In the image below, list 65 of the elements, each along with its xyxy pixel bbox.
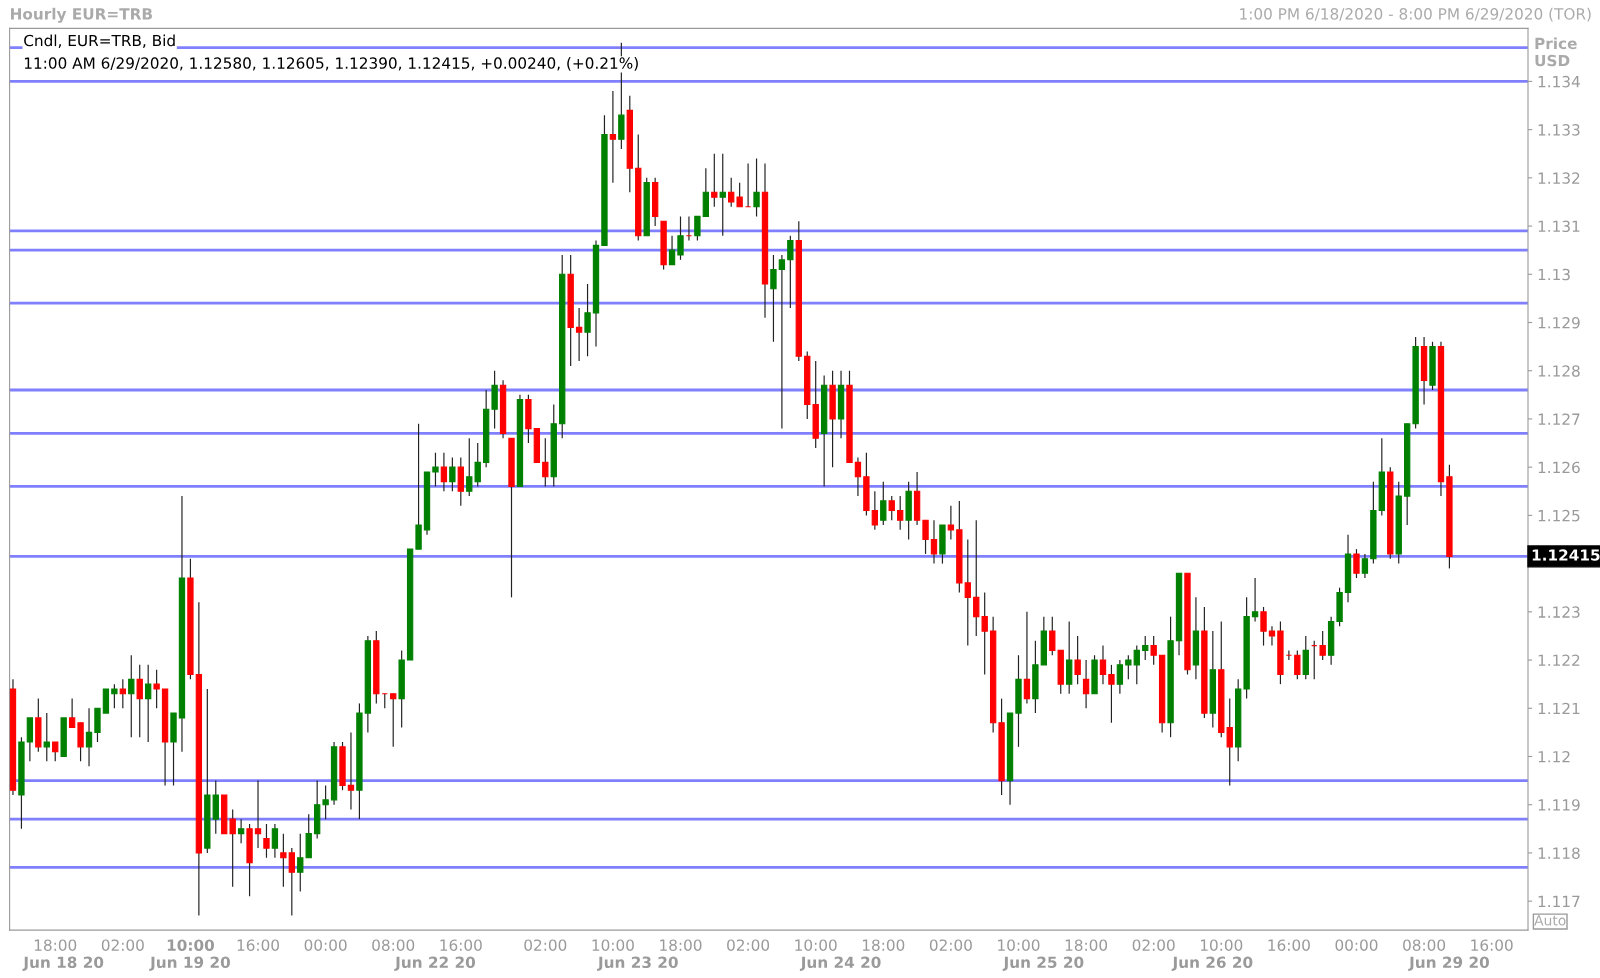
candlestick — [1192, 597, 1200, 680]
x-tick-label: 18:00 — [1065, 939, 1108, 951]
x-tick-label: Jun 26 20 — [1171, 956, 1253, 971]
candlestick — [254, 780, 262, 849]
x-tick-label: 08:00 — [372, 939, 415, 951]
y-tick-label: 1.12 — [1538, 750, 1570, 763]
chart-subtitle: 1:00 PM 6/18/2020 - 8:00 PM 6/29/2020 (TOR) — [1240, 7, 1591, 22]
x-tick-label: 16:00 — [1268, 939, 1310, 951]
y-tick-label: 1.125 — [1538, 509, 1580, 522]
y-tick-label: 1.127 — [1538, 413, 1580, 425]
x-tick-label: 16:00 — [440, 939, 482, 951]
y-tick-label: 1.129 — [1538, 316, 1580, 329]
x-tick-label: 02:00 — [929, 939, 972, 951]
x-tick-label: Jun 23 20 — [597, 956, 678, 971]
x-tick-label: Jun 22 20 — [394, 956, 476, 971]
candlestick — [1268, 626, 1276, 646]
y-tick-label: 1.122 — [1538, 654, 1580, 666]
x-tick-label: 00:00 — [304, 939, 347, 951]
x-tick-label: 16:00 — [1471, 939, 1513, 951]
y-tick-label: 1.121 — [1538, 702, 1580, 715]
x-tick-label: 18:00 — [34, 939, 77, 951]
y-axis-title: Price USD — [1535, 37, 1577, 67]
candlestick — [347, 732, 355, 810]
text: Auto — [1534, 915, 1566, 926]
ref-line-label: 1.12415 — [1532, 549, 1600, 561]
candlestick — [1082, 660, 1090, 709]
y-tick-label: 1.128 — [1538, 365, 1580, 377]
x-tick-label: 18:00 — [660, 939, 702, 951]
x-tick-label: 02:00 — [727, 939, 770, 951]
y-tick-label: 1.126 — [1538, 461, 1580, 474]
candlestick — [1251, 578, 1259, 622]
y-tick-label: 1.119 — [1538, 799, 1580, 811]
x-tick-label: 16:00 — [237, 939, 280, 951]
x-tick-label: 10:00 — [795, 939, 837, 951]
candlestick — [1099, 645, 1107, 685]
x-tick-label: Jun 18 20 — [22, 956, 104, 971]
x-tick-label: Jun 24 20 — [799, 956, 881, 971]
chart-title: Hourly EUR=TRB — [11, 7, 152, 23]
x-tick-label: 10:00 — [998, 939, 1040, 951]
y-tick-label: 1.13 — [1538, 268, 1570, 281]
x-tick-label: 10:00 Jun 19 20 — [149, 939, 230, 971]
x-tick-label: 00:00 — [1335, 939, 1378, 951]
x-tick-label: 08:00 — [1403, 939, 1446, 951]
x-tick-label: 02:00 — [524, 939, 567, 951]
y-tick-label: 1.123 — [1538, 606, 1580, 618]
x-tick-label: Jun 25 20 — [1002, 956, 1084, 971]
x-tick-label: 02:00 — [101, 939, 144, 951]
y-tick-label: 1.131 — [1538, 220, 1580, 233]
y-tick-label: 1.132 — [1538, 172, 1580, 184]
x-tick-label: 10:00 — [592, 939, 634, 951]
x-tick-label: 02:00 — [1132, 939, 1175, 951]
x-tick-label: Jun 29 20 — [1408, 956, 1489, 971]
annotation: 11:00 AM 6/29/2020, 1.12580, 1.12605, 1.12390, 1.12415, +0.00240, (+0.21%) — [24, 57, 638, 71]
candlestick — [1023, 611, 1031, 704]
candlestick — [854, 457, 862, 497]
candlestick — [440, 452, 448, 492]
candlestick — [930, 520, 938, 564]
candlestick — [85, 708, 93, 767]
annotation: Cndl, EUR=TRB, Bid — [24, 34, 175, 48]
y-tick-label: 1.117 — [1538, 895, 1580, 907]
y-tick-label: 1.133 — [1538, 124, 1580, 136]
y-tick-label: 1.134 — [1538, 75, 1580, 88]
y-tick-label: 1.118 — [1538, 847, 1580, 859]
x-tick-label: 18:00 — [862, 939, 905, 951]
x-tick-label: 10:00 — [1200, 939, 1243, 951]
